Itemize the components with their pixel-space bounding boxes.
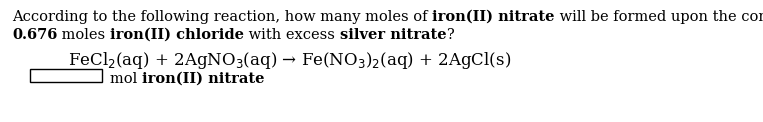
- Bar: [30, 68, 102, 81]
- Text: moles: moles: [57, 27, 110, 41]
- Text: iron(II) chloride: iron(II) chloride: [110, 27, 244, 41]
- Text: FeCl$_2$(aq) + 2AgNO$_3$(aq) → Fe(NO$_3$)$_2$(aq) + 2AgCl(s): FeCl$_2$(aq) + 2AgNO$_3$(aq) → Fe(NO$_3$…: [68, 50, 511, 71]
- Text: iron(II) nitrate: iron(II) nitrate: [432, 10, 555, 24]
- Text: will be formed upon the complete reaction of: will be formed upon the complete reactio…: [555, 10, 763, 24]
- Text: iron(II) nitrate: iron(II) nitrate: [142, 71, 264, 86]
- Text: According to the following reaction, how many moles of: According to the following reaction, how…: [12, 10, 432, 24]
- Text: silver nitrate: silver nitrate: [340, 27, 446, 41]
- Text: mol: mol: [110, 71, 142, 86]
- Text: ?: ?: [446, 27, 454, 41]
- Text: 0.676: 0.676: [12, 27, 57, 41]
- Text: with excess: with excess: [244, 27, 340, 41]
